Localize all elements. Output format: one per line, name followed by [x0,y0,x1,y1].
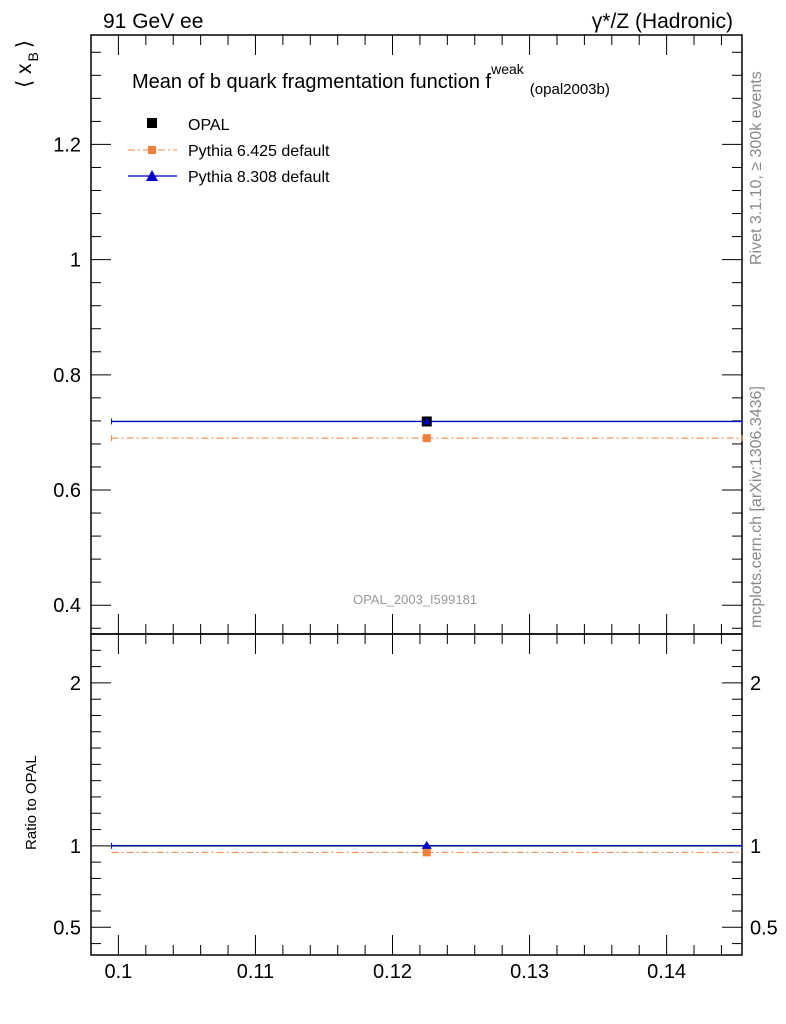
pythia6-marker [422,434,431,443]
main-y-tick-label: 1.2 [53,134,81,156]
ratio-y-tick-label: 2 [70,673,81,695]
legend-label-pythia6: Pythia 6.425 default [188,143,330,160]
ratio-pythia8-marker [421,840,432,849]
main-y-tick-label: 0.6 [53,480,81,502]
header-energy-label: 91 GeV ee [103,10,203,33]
y-axis-label-end: ⟩ [13,40,36,48]
mcplots-note: mcplots.cern.ch [arXiv:1306.3436] [748,386,765,628]
data-marks [111,416,743,857]
ratio-y-axis-label: Ratio to OPAL [23,755,40,850]
legend-marker-pythia6 [148,146,156,154]
main-y-tick-label: 0.8 [53,365,81,387]
chart-title-main: Mean of b quark fragmentation function f [132,71,492,93]
chart-title: Mean of b quark fragmentation function f… [132,61,610,98]
ratio-y-tick-label-right: 2 [750,673,761,695]
rivet-note: Rivet 3.1.10, ≥ 300k events [748,71,765,265]
ratio-pythia6-marker [422,848,431,857]
header-process-label: γ*/Z (Hadronic) [592,10,733,33]
x-tick-label: 0.14 [647,961,686,983]
legend-label-opal: OPAL [188,117,230,134]
x-tick-label: 0.13 [510,961,549,983]
y-axis-label-sub: B [25,52,41,61]
x-tick-label: 0.12 [373,961,412,983]
x-tick-label: 0.11 [237,961,274,983]
ratio-y-tick-label: 1 [70,836,81,858]
chart-title-subscript: (opal2003b) [530,81,610,98]
x-tick-label: 0.1 [105,961,133,983]
analysis-watermark: OPAL_2003_I599181 [353,592,477,607]
ratio-panel-frame [90,633,743,956]
ratio-y-tick-label: 0.5 [53,917,81,939]
axis-ticks [90,35,742,955]
legend-marker-pythia8 [146,170,158,181]
y-axis-label: ⟨ x B ⟩ [13,40,41,88]
y-axis-label-main: ⟨ x [13,63,36,88]
main-y-tick-label: 0.4 [53,595,81,617]
axis-tick-labels: 0.4 0.6 0.8 1 1.2 0.5 0.5 1 1 2 2 0.1 0.11 0.12 0.13 0.… [53,134,778,983]
legend-label-pythia8: Pythia 8.308 default [188,169,330,186]
pythia8-marker [422,417,431,425]
chart-title-superscript: weak [490,61,525,77]
ratio-y-tick-label-right: 1 [750,836,761,858]
legend: OPAL Pythia 6.425 default Pythia 8.308 d… [128,117,330,186]
ratio-y-tick-label-right: 0.5 [750,917,778,939]
legend-marker-opal [147,118,157,128]
svg-text:⟨ xB⟩: ⟨ x B ⟩ [13,40,41,88]
main-y-tick-label: 1 [70,250,81,272]
